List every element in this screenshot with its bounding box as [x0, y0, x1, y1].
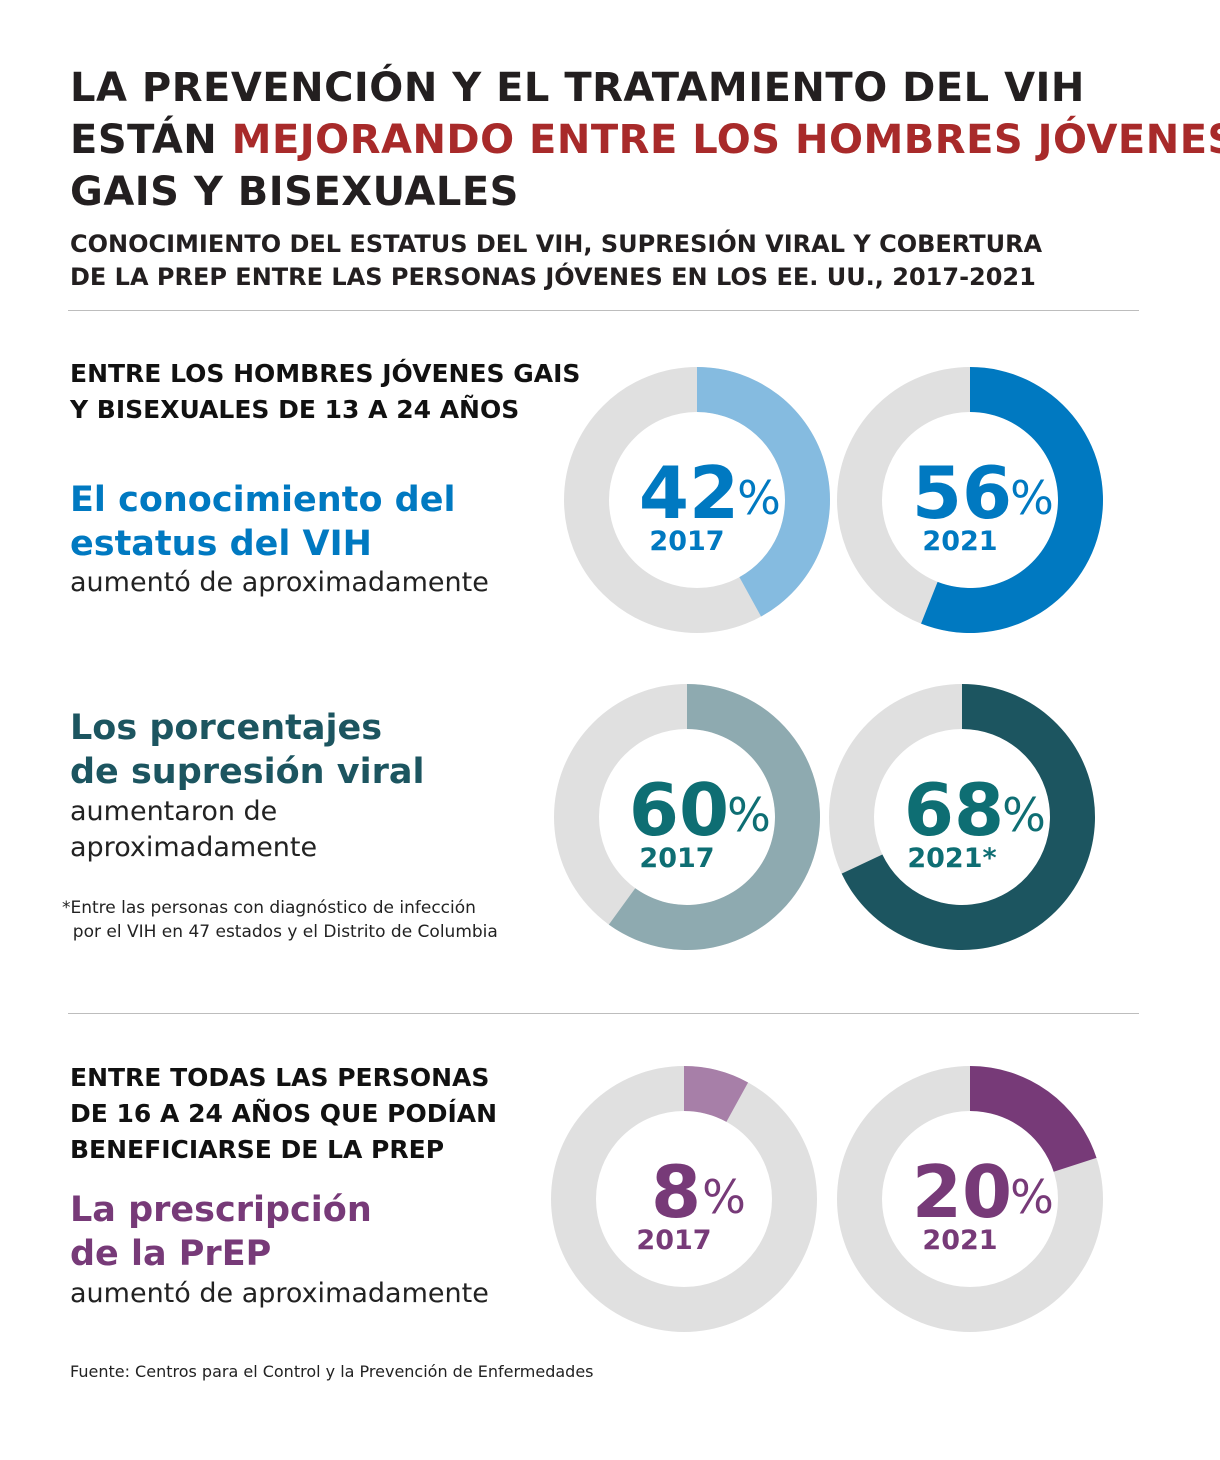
section-1-line-1: ENTRE LOS HOMBRES JÓVENES GAIS [70, 359, 581, 388]
footnote: *Entre las personas con diagnóstico de i… [62, 898, 498, 942]
section-1-heading: ENTRE LOS HOMBRES JÓVENES GAIS Y BISEXUA… [70, 356, 580, 428]
stat-2-sub-1: aumentaron de [70, 796, 278, 827]
stat-1-line-2: estatus del VIH [70, 524, 372, 564]
stat-2-sub-2: aproximadamente [70, 832, 318, 863]
divider [68, 310, 1139, 311]
donut-2017: 60% 2017 [554, 684, 820, 950]
donut-segment [970, 1066, 1097, 1172]
stat-3-line-1: La prescripción [70, 1190, 372, 1230]
year-label: 2017 [639, 843, 714, 874]
section-1-line-2: Y BISEXUALES DE 13 A 24 AÑOS [70, 395, 520, 424]
donut-2021: 68%2021* [829, 684, 1095, 950]
title-line-3: GAIS Y BISEXUALES [70, 169, 519, 215]
percent-sign: % [1010, 1170, 1054, 1224]
year-label: 2017 [636, 1225, 711, 1256]
section-2-line-2: DE 16 A 24 AÑOS QUE PODÍAN [70, 1099, 498, 1128]
source-note: Fuente: Centros para el Control y la Pre… [70, 1362, 594, 1381]
value-label: 56 [912, 451, 1012, 535]
stat-2-heading: Los porcentajes de supresión viral [70, 706, 424, 794]
donut-segment [841, 684, 1095, 950]
percent-sign: % [727, 788, 771, 842]
value-label: 20 [912, 1150, 1012, 1234]
title-prefix: ESTÁN [70, 117, 232, 163]
stat-2-line-1: Los porcentajes [70, 708, 383, 748]
year-label: 2021* [907, 843, 996, 874]
section-2-line-3: BENEFICIARSE DE LA PREP [70, 1135, 445, 1164]
donut-2021: 56% 2021 [837, 367, 1103, 633]
donut-segment [697, 367, 831, 617]
subtitle: CONOCIMIENTO DEL ESTATUS DEL VIH, SUPRES… [70, 228, 1042, 294]
section-2-line-1: ENTRE TODAS LAS PERSONAS [70, 1063, 490, 1092]
title-line-1: LA PREVENCIÓN Y EL TRATAMIENTO DEL VIH [70, 65, 1085, 111]
stat-2-line-2: de supresión viral [70, 752, 425, 792]
value-label: 60 [629, 768, 729, 852]
value-label: 42 [639, 451, 739, 535]
stat-3-heading: La prescripción de la PrEP [70, 1188, 372, 1276]
divider [68, 1013, 1139, 1014]
subtitle-line-1: CONOCIMIENTO DEL ESTATUS DEL VIH, SUPRES… [70, 230, 1043, 258]
donut-segment [608, 684, 820, 950]
percent-sign: % [1002, 788, 1046, 842]
value-label: 8 [651, 1150, 701, 1234]
main-title: LA PREVENCIÓN Y EL TRATAMIENTO DEL VIH E… [70, 62, 1220, 218]
stat-1-heading: El conocimiento del estatus del VIH [70, 478, 455, 566]
percent-sign: % [1010, 471, 1054, 525]
year-label: 2021 [922, 526, 997, 557]
donut-2017: 8 %2017 [551, 1066, 817, 1332]
percent-sign: % [702, 1170, 746, 1224]
year-label: 2017 [649, 526, 724, 557]
percent-sign: % [737, 471, 781, 525]
donut-segment [921, 367, 1103, 633]
stat-1-sub: aumentó de aproximadamente [70, 567, 489, 598]
year-label: 2021 [922, 1225, 997, 1256]
stat-3-sub: aumentó de aproximadamente [70, 1278, 489, 1309]
section-2-heading: ENTRE TODAS LAS PERSONAS DE 16 A 24 AÑOS… [70, 1060, 497, 1168]
subtitle-line-2: DE LA PREP ENTRE LAS PERSONAS JÓVENES EN… [70, 263, 1036, 291]
donut-2021: 20% 2021 [837, 1066, 1103, 1332]
stat-1-line-1: El conocimiento del [70, 480, 456, 520]
stat-2-sub: aumentaron de aproximadamente [70, 794, 317, 866]
donut-segment [684, 1066, 749, 1122]
stat-3-line-2: de la PrEP [70, 1234, 272, 1274]
title-line-2: ESTÁN MEJORANDO ENTRE LOS HOMBRES JÓVENE… [70, 114, 1220, 166]
title-highlight: MEJORANDO ENTRE LOS HOMBRES JÓVENES [231, 117, 1220, 163]
value-label: 68 [904, 768, 1004, 852]
donut-2017: 42% 2017 [564, 367, 831, 633]
